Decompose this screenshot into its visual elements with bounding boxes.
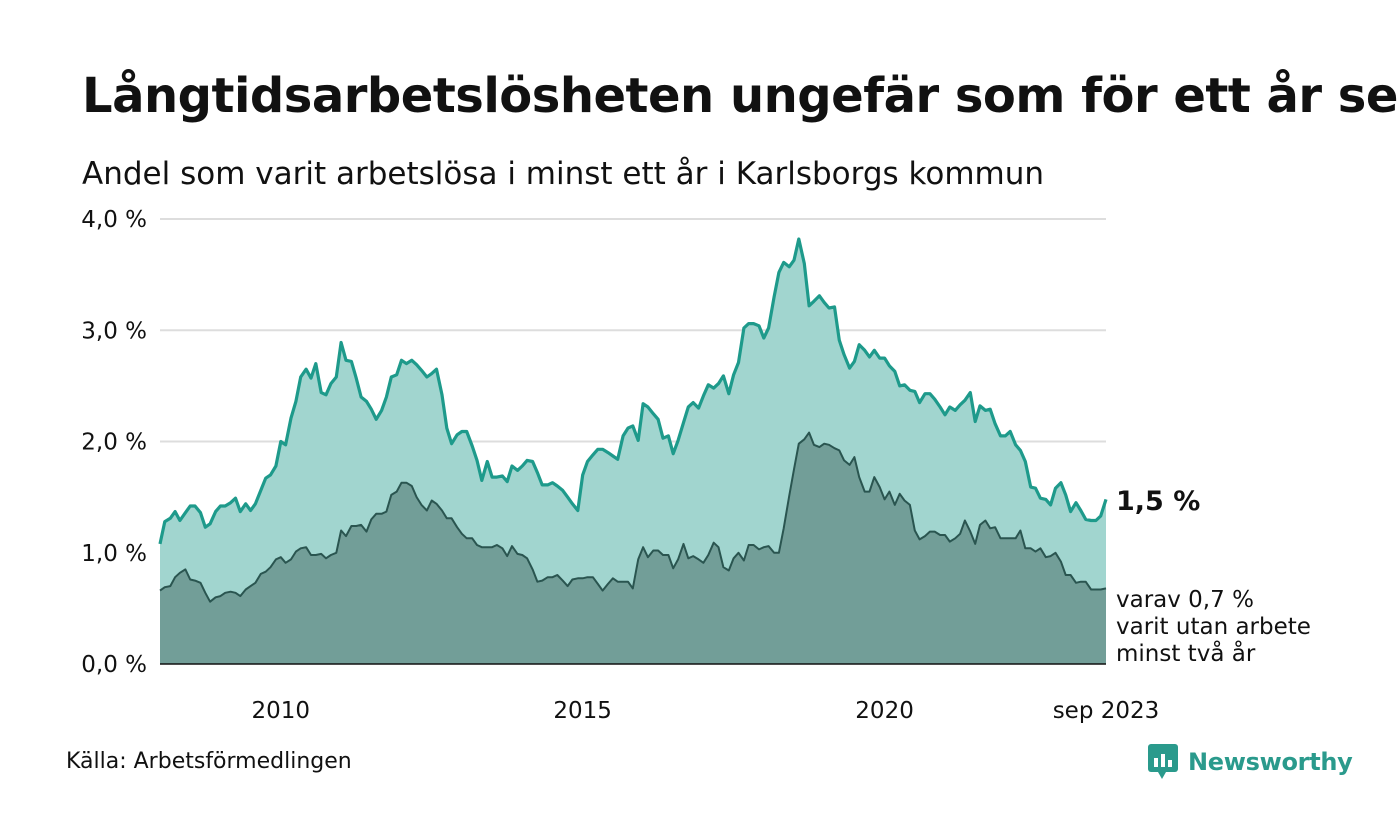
end-label-one-year: 1,5 %	[1116, 486, 1200, 517]
brand-name: Newsworthy	[1188, 748, 1353, 776]
chart-axes: 0,0 % 1,0 % 2,0 % 3,0 % 4,0 % 2010 2015 2020 sep…	[81, 207, 1159, 724]
y-tick-label: 1,0 %	[81, 541, 147, 567]
y-tick-label: 0,0 %	[81, 652, 147, 678]
x-tick-label: sep 2023	[1053, 698, 1160, 724]
end-label-two-years-line: varav 0,7 %	[1116, 587, 1254, 613]
brand-logo: Newsworthy	[1148, 744, 1353, 780]
source-note: Källa: Arbetsförmedlingen	[66, 749, 352, 774]
x-tick-label: 2015	[553, 698, 612, 724]
y-tick-label: 3,0 %	[81, 318, 147, 344]
chart-series	[158, 237, 1108, 664]
chart-title: Långtidsarbetslösheten ungefär som för e…	[82, 68, 1400, 124]
x-tick-label: 2010	[251, 698, 310, 724]
line-one-year	[158, 237, 1108, 545]
y-tick-label: 2,0 %	[81, 430, 147, 456]
chart-subtitle: Andel som varit arbetslösa i minst ett å…	[82, 156, 1045, 192]
end-label-two-years-line: varit utan arbete	[1116, 614, 1311, 640]
y-tick-label: 4,0 %	[81, 207, 147, 233]
x-tick-label: 2020	[855, 698, 914, 724]
line-two-years	[159, 431, 1107, 603]
area-two-years	[160, 432, 1106, 664]
newsworthy-logo-icon	[1148, 744, 1178, 779]
end-label-two-years-line: minst två år	[1116, 639, 1256, 667]
